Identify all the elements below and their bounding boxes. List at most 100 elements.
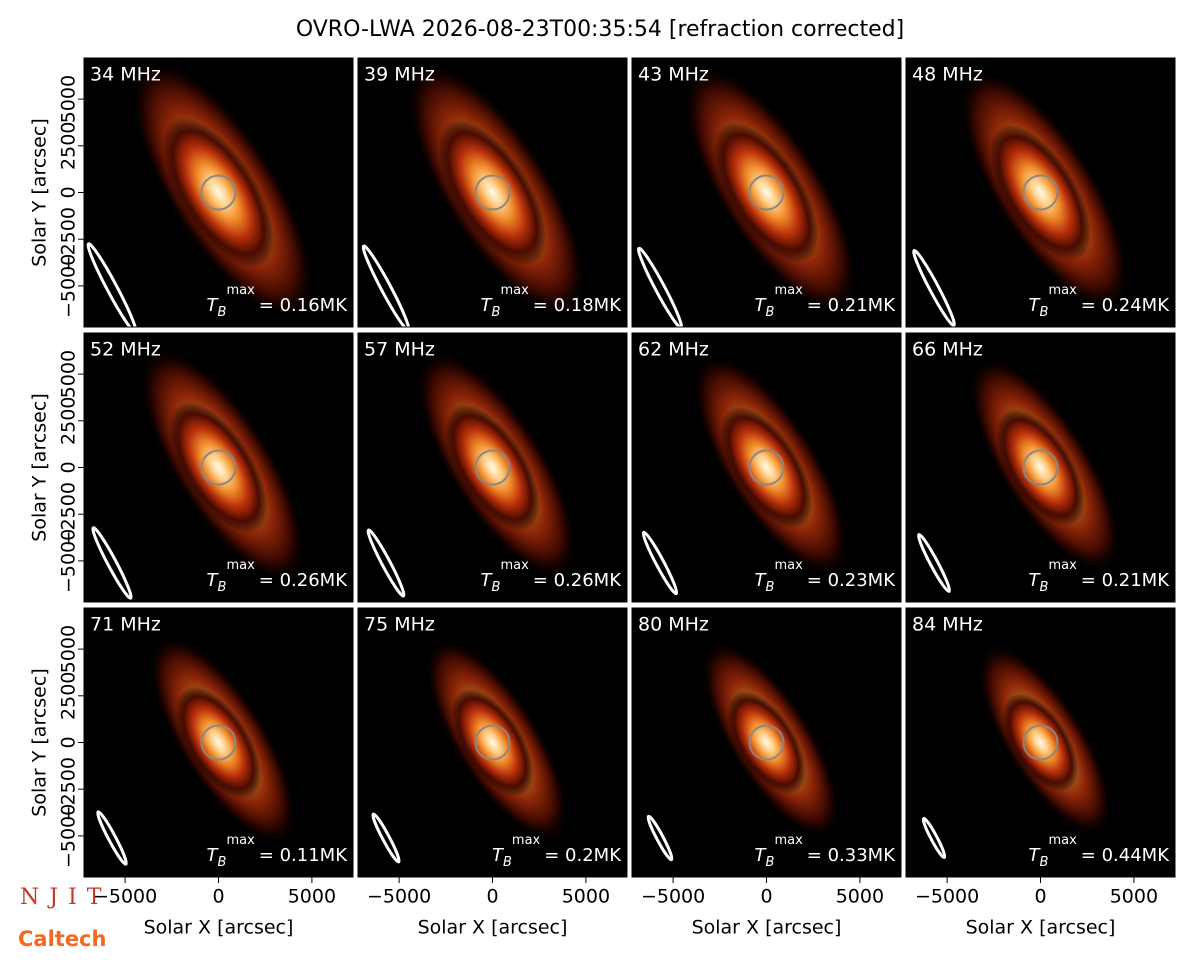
y-tick-label: 0 — [58, 736, 80, 748]
tb-sup: max — [774, 558, 803, 573]
frequency-label: 71 MHz — [90, 614, 161, 636]
tb-value: = 0.33MK — [807, 845, 896, 866]
emission-core — [438, 120, 547, 265]
tb-value: = 0.16MK — [259, 295, 348, 316]
tb-symbol: T — [207, 845, 220, 866]
tb-value: = 0.24MK — [1081, 295, 1170, 316]
beam — [641, 530, 679, 596]
frequency-label: 80 MHz — [638, 614, 709, 636]
tb-max-label: TBmax = 0.21MK — [1029, 558, 1171, 595]
tb-sup: max — [774, 833, 803, 848]
y-tick-label: 2500 — [58, 122, 80, 170]
tb-value: = 0.18MK — [533, 295, 622, 316]
tb-value: = 0.44MK — [1081, 845, 1170, 866]
y-tick-label: −2500 — [58, 207, 80, 271]
beam — [86, 242, 138, 327]
tb-symbol: T — [1029, 570, 1042, 591]
image — [84, 333, 353, 602]
frequency-label: 84 MHz — [912, 614, 983, 636]
image — [632, 333, 901, 602]
tb-sub: B — [766, 305, 775, 320]
beam — [637, 246, 683, 327]
panel-frame — [357, 57, 628, 328]
tb-value: = 0.21MK — [1081, 570, 1170, 591]
frequency-label: 52 MHz — [90, 339, 161, 361]
tb-symbol: T — [492, 845, 505, 866]
tb-symbol: T — [755, 570, 768, 591]
solar-disk — [748, 449, 785, 486]
tb-max-label: TBmax = 0.24MK — [1029, 283, 1171, 320]
tb-sub: B — [218, 305, 227, 320]
tb-sup: max — [500, 283, 529, 298]
tb-max-label: TBmax = 0.16MK — [207, 283, 349, 320]
tb-value: = 0.23MK — [807, 570, 896, 591]
emission-core — [996, 409, 1085, 526]
tb-sub: B — [218, 855, 227, 870]
y-tick-label: 0 — [58, 461, 80, 473]
tb-sup: max — [500, 558, 529, 573]
tb-value: = 0.11MK — [259, 845, 348, 866]
tb-sup: max — [1048, 558, 1077, 573]
frequency-label: 57 MHz — [364, 339, 435, 361]
frequency-label: 62 MHz — [638, 339, 709, 361]
x-tick-label: −5000 — [367, 886, 431, 908]
y-axis-label: Solar Y [arcsec] — [29, 668, 51, 816]
x-tick-label: 0 — [486, 886, 498, 908]
tb-symbol: T — [481, 570, 494, 591]
y-tick-label: 2500 — [58, 397, 80, 445]
tb-value: = 0.21MK — [807, 295, 896, 316]
emission-core — [714, 122, 819, 263]
tb-max-label: TBmax = 0.26MK — [207, 558, 349, 595]
tb-sup: max — [226, 283, 255, 298]
tb-sup: max — [774, 283, 803, 298]
image — [906, 333, 1175, 602]
image — [358, 608, 627, 877]
tb-sub: B — [503, 855, 512, 870]
x-tick-label: 5000 — [288, 886, 336, 908]
tb-sup: max — [226, 558, 255, 573]
x-tick-label: 5000 — [562, 886, 610, 908]
tb-symbol: T — [1029, 295, 1042, 316]
x-axis-label: Solar X [arcsec] — [692, 917, 842, 939]
solar-disk — [474, 724, 511, 761]
frequency-label: 66 MHz — [912, 339, 983, 361]
y-tick-label: −5000 — [58, 529, 80, 593]
y-tick-label: −2500 — [58, 482, 80, 546]
panel-frame — [905, 332, 1176, 603]
image — [906, 58, 1175, 327]
tb-max-label: TBmax = 0.33MK — [755, 833, 897, 870]
beam — [366, 528, 406, 598]
image — [906, 608, 1175, 877]
image — [84, 608, 353, 877]
x-tick-label: −5000 — [915, 886, 979, 908]
tb-sub: B — [1040, 305, 1049, 320]
beam — [91, 526, 133, 600]
tb-sup: max — [512, 833, 541, 848]
y-tick-label: 2500 — [58, 672, 80, 720]
x-tick-label: −5000 — [641, 886, 705, 908]
tb-symbol: T — [207, 295, 220, 316]
emission-core — [720, 406, 813, 529]
tb-max-label: TBmax = 0.18MK — [481, 283, 623, 320]
emission-core — [727, 691, 806, 794]
tb-value: = 0.26MK — [533, 570, 622, 591]
y-tick-label: 5000 — [58, 75, 80, 123]
x-axis-label: Solar X [arcsec] — [418, 917, 568, 939]
y-tick-label: 5000 — [58, 625, 80, 673]
tb-sub: B — [766, 855, 775, 870]
y-tick-label: −2500 — [58, 757, 80, 821]
figure-title: OVRO-LWA 2026-08-23T00:35:54 [refraction… — [296, 17, 904, 42]
emission-core — [176, 686, 261, 799]
x-tick-label: 0 — [760, 886, 772, 908]
panel: 71 MHz TBmax = 0.11MK −5000 0 5000 Solar X [ar… — [29, 607, 354, 939]
beam — [361, 244, 411, 327]
frequency-label: 43 MHz — [638, 64, 709, 86]
y-tick-label: −5000 — [58, 254, 80, 318]
frequency-label: 39 MHz — [364, 64, 435, 86]
panel-frame — [357, 332, 628, 603]
y-tick-label: −5000 — [58, 804, 80, 868]
panel: 57 MHz TBmax = 0.26MK — [357, 332, 628, 603]
tb-sup: max — [1048, 283, 1077, 298]
